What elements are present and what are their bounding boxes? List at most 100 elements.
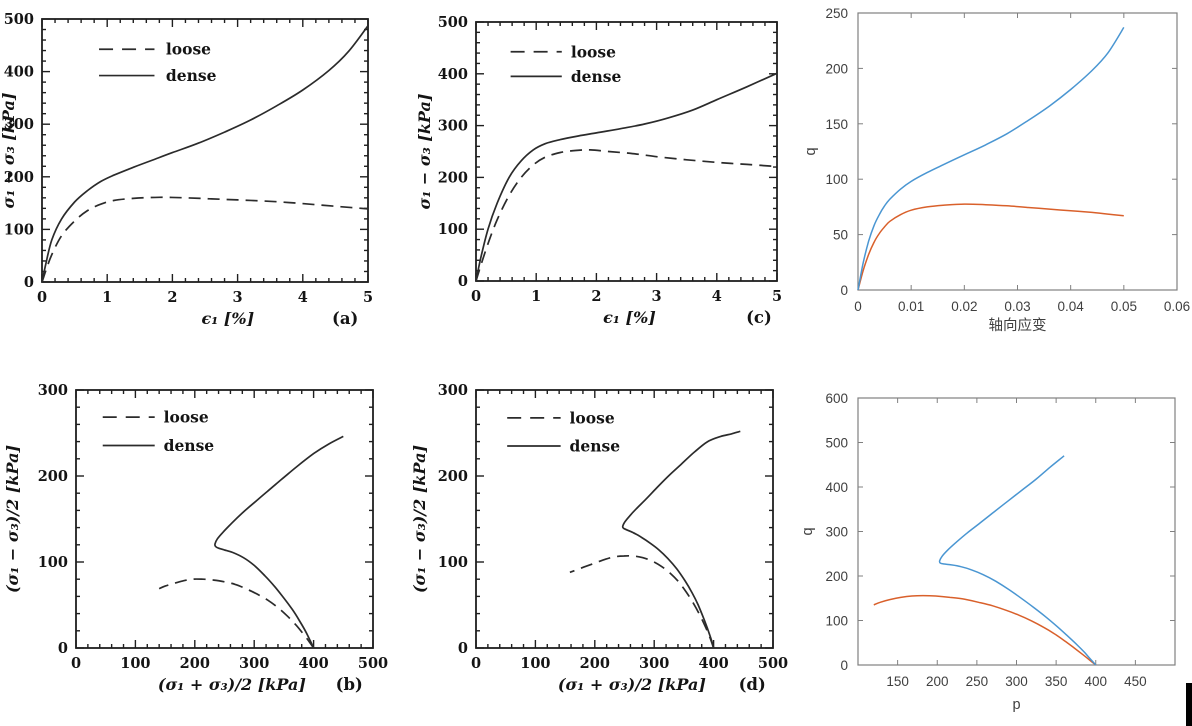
x-tick-label: 2 [167,289,177,306]
curve-blue [938,455,1097,666]
y-tick-label: 0 [24,274,34,291]
x-tick-label: 5 [772,288,782,305]
y-tick-label: 400 [4,64,34,81]
panel-a-deviator-stress-vs-strain: 0 1 2 3 4 5 0 100 200 300 400 500 loose dense ϵ₁ [%] σ₁… [0,0,400,360]
y-tick-label: 0 [58,640,68,657]
x-tick-label: 0.06 [1164,299,1190,314]
chart-c: 0 1 2 3 4 5 0 100 200 300 400 500 loose dense ϵ₁ [%] σ₁… [415,14,782,327]
y-axis-label: σ₁ − σ₃ [kPa] [415,94,434,210]
y-axis-label: σ₁ − σ₃ [kPa] [0,93,18,209]
x-tick-label: 0.03 [1004,299,1030,314]
legend-label-dense: dense [570,436,621,455]
panel-tag: (d) [739,675,766,694]
chart-a: 0 1 2 3 4 5 0 100 200 300 400 500 loose dense ϵ₁ [%] σ₁… [0,11,373,328]
y-tick-label: 300 [438,118,468,135]
legend-label-loose: loose [570,408,615,427]
plot-box [75,389,374,649]
curve-dense [41,25,369,283]
y-tick-label: 200 [438,169,468,186]
y-tick-label: 200 [825,569,848,584]
x-tick-label: 0.04 [1058,299,1085,314]
y-tick-label: 100 [4,221,34,238]
curve-orange [857,203,1124,291]
x-tick-label: 0 [471,288,481,305]
panel-d-stress-path: 0 100 200 300 400 500 0 100 200 300 loose dense (σ₁ … [400,360,800,726]
panel-tag: (c) [746,308,772,327]
y-tick-label: 500 [825,436,848,451]
plot-box [857,12,1178,291]
curve-dense [214,435,344,649]
x-tick-label: 300 [239,655,269,672]
y-axis-label: (σ₁ − σ₃)/2 [kPa] [3,445,22,593]
x-tick-label: 3 [652,288,662,305]
y-tick-label: 100 [825,614,848,629]
y-tick-label: 100 [438,221,468,238]
x-tick-label: 300 [639,655,669,672]
x-tick-label: 250 [966,674,989,689]
y-tick-label: 50 [833,228,848,243]
x-tick-label: 1 [102,289,112,306]
x-tick-label: 0 [71,655,81,672]
x-tick-label: 2 [591,288,601,305]
y-tick-label: 200 [438,468,468,485]
panel-c-deviator-stress-vs-strain: 0 1 2 3 4 5 0 100 200 300 400 500 loose dense ϵ₁ [%] σ₁… [400,0,800,360]
y-tick-label: 200 [4,169,34,186]
curve-dense [475,72,778,282]
chart-pq: 150 200 250 300 350 400 450 0 100 200 300 400 500 600… [800,391,1176,713]
plot-box [41,18,369,283]
curve-loose [41,196,369,283]
x-tick-label: 0 [854,299,862,314]
curve-dense [621,430,741,649]
x-tick-label: 500 [758,655,788,672]
y-tick-label: 100 [38,554,68,571]
y-tick-label: 300 [825,525,848,540]
y-tick-label: 0 [458,640,468,657]
x-tick-label: 0.02 [951,299,977,314]
x-tick-label: 450 [1124,674,1147,689]
x-tick-label: 200 [580,655,610,672]
y-tick-label: 200 [38,468,68,485]
y-tick-label: 300 [438,382,468,399]
x-tick-label: 0.01 [898,299,924,314]
x-tick-label: 200 [926,674,949,689]
x-axis-label: (σ₁ + σ₃)/2 [kPa] [558,675,706,694]
x-tick-label: 4 [298,289,308,306]
x-tick-label: 0 [37,289,47,306]
y-tick-label: 0 [840,283,848,298]
legend-label-dense: dense [571,67,622,86]
panel-tag: (a) [332,309,358,328]
x-tick-label: 100 [120,655,150,672]
plot-box [475,389,774,649]
curve-loose [475,149,778,282]
y-tick-label: 150 [825,117,848,132]
x-tick-label: 400 [298,655,328,672]
legend-label-dense: dense [164,436,215,455]
y-axis-label: q [803,147,819,155]
x-axis-label: p [1012,697,1020,713]
chart-qeps: 0 0.01 0.02 0.03 0.04 0.05 0.06 0 50 100 150 200 250… [803,6,1190,334]
legend-label-dense: dense [166,66,217,85]
y-axis-label: (σ₁ − σ₃)/2 [kPa] [410,445,429,593]
y-tick-label: 0 [458,273,468,290]
x-axis-label: (σ₁ + σ₃)/2 [kPa] [158,675,306,694]
x-tick-label: 100 [520,655,550,672]
legend-label-loose: loose [164,408,209,427]
x-tick-label: 150 [886,674,909,689]
panel-b-stress-path: 0 100 200 300 400 500 0 100 200 300 loose dense (σ₁ … [0,360,400,726]
y-tick-label: 200 [825,61,848,76]
panel-tag: (b) [336,675,363,694]
panel-p-q-stress-path: 150 200 250 300 350 400 450 0 100 200 300 400 500 600… [790,360,1192,726]
y-tick-label: 300 [4,116,34,133]
curve-blue [857,27,1125,291]
y-tick-label: 400 [825,480,848,495]
text-cursor-artifact [1186,683,1192,726]
legend-label-loose: loose [571,42,616,61]
plot-box [857,397,1176,666]
x-tick-label: 1 [531,288,541,305]
curve-loose [158,578,315,649]
x-tick-label: 400 [698,655,728,672]
chart-b: 0 100 200 300 400 500 0 100 200 300 loose dense (σ₁ … [3,382,388,694]
x-tick-label: 0 [471,655,481,672]
x-tick-label: 3 [233,289,243,306]
